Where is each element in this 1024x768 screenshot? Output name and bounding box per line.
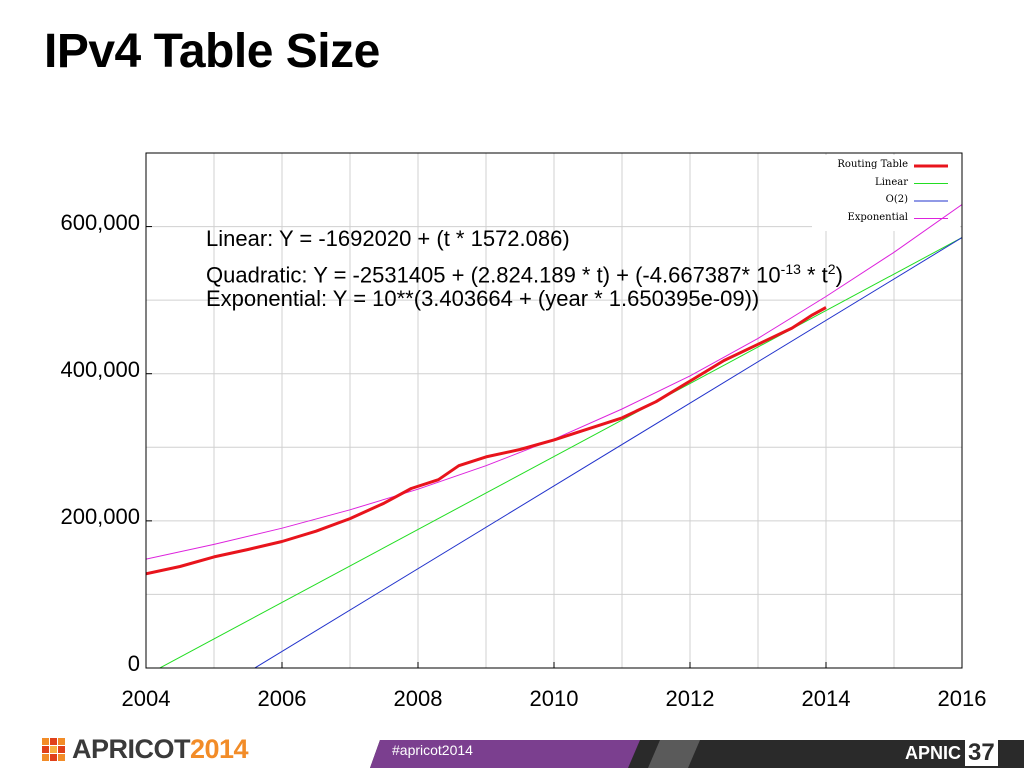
quadratic-part-c: ) (835, 262, 843, 288)
series-line-o-2- (253, 237, 962, 668)
quadratic-equation: Quadratic: Y = -2531405 + (2.824.189 * t… (206, 254, 843, 290)
series-line-linear (158, 237, 962, 668)
apricot-year: 2014 (190, 734, 249, 764)
apnic-logo: APNIC 37 (905, 740, 998, 766)
quadratic-part-a: Quadratic: Y = -2531405 + (2.824.189 * t… (206, 262, 781, 288)
y-tick-label: 0 (127, 651, 140, 676)
apricot-grid-icon (42, 737, 65, 761)
legend-label: Exponential (847, 211, 908, 223)
x-tick-label: 2006 (257, 686, 307, 711)
apricot-name: APRICOT (72, 734, 191, 764)
legend-label: Routing Table (837, 159, 908, 170)
series-line-routing-table (146, 306, 827, 576)
quadratic-exponent: -13 (780, 261, 801, 277)
x-tick-label: 2016 (937, 686, 987, 711)
apricot-wordmark: APRICOT2014 (72, 734, 249, 765)
legend-label: Linear (875, 176, 908, 188)
x-tick-label: 2010 (529, 686, 579, 711)
y-tick-label: 600,000 (60, 209, 140, 235)
apnic-name: APNIC (905, 742, 962, 763)
apricot-logo: APRICOT2014 (42, 734, 249, 765)
x-tick-label: 2012 (665, 686, 715, 711)
x-tick-label: 2014 (801, 686, 851, 711)
x-tick-label: 2008 (393, 686, 443, 711)
apnic-number: 37 (965, 740, 998, 766)
footer-background (370, 740, 1024, 768)
event-hashtag: #apricot2014 (392, 742, 473, 758)
y-tick-label: 400,000 (60, 356, 140, 382)
exponential-equation: Exponential: Y = 10**(3.403664 + (year *… (206, 286, 760, 311)
ipv4-table-size-chart (145, 152, 963, 669)
slide-title: IPv4 Table Size (44, 25, 380, 78)
legend-label: O(2) (885, 194, 908, 205)
quadratic-part-b: * t (800, 262, 828, 288)
footer-bar: APRICOT2014 #apricot2014 APNIC 37 (0, 728, 1024, 768)
linear-equation: Linear: Y = -1692020 + (t * 1572.086) (206, 226, 570, 251)
x-tick-label: 2004 (121, 686, 171, 711)
y-tick-label: 200,000 (60, 503, 140, 529)
quadratic-square: 2 (827, 261, 836, 277)
